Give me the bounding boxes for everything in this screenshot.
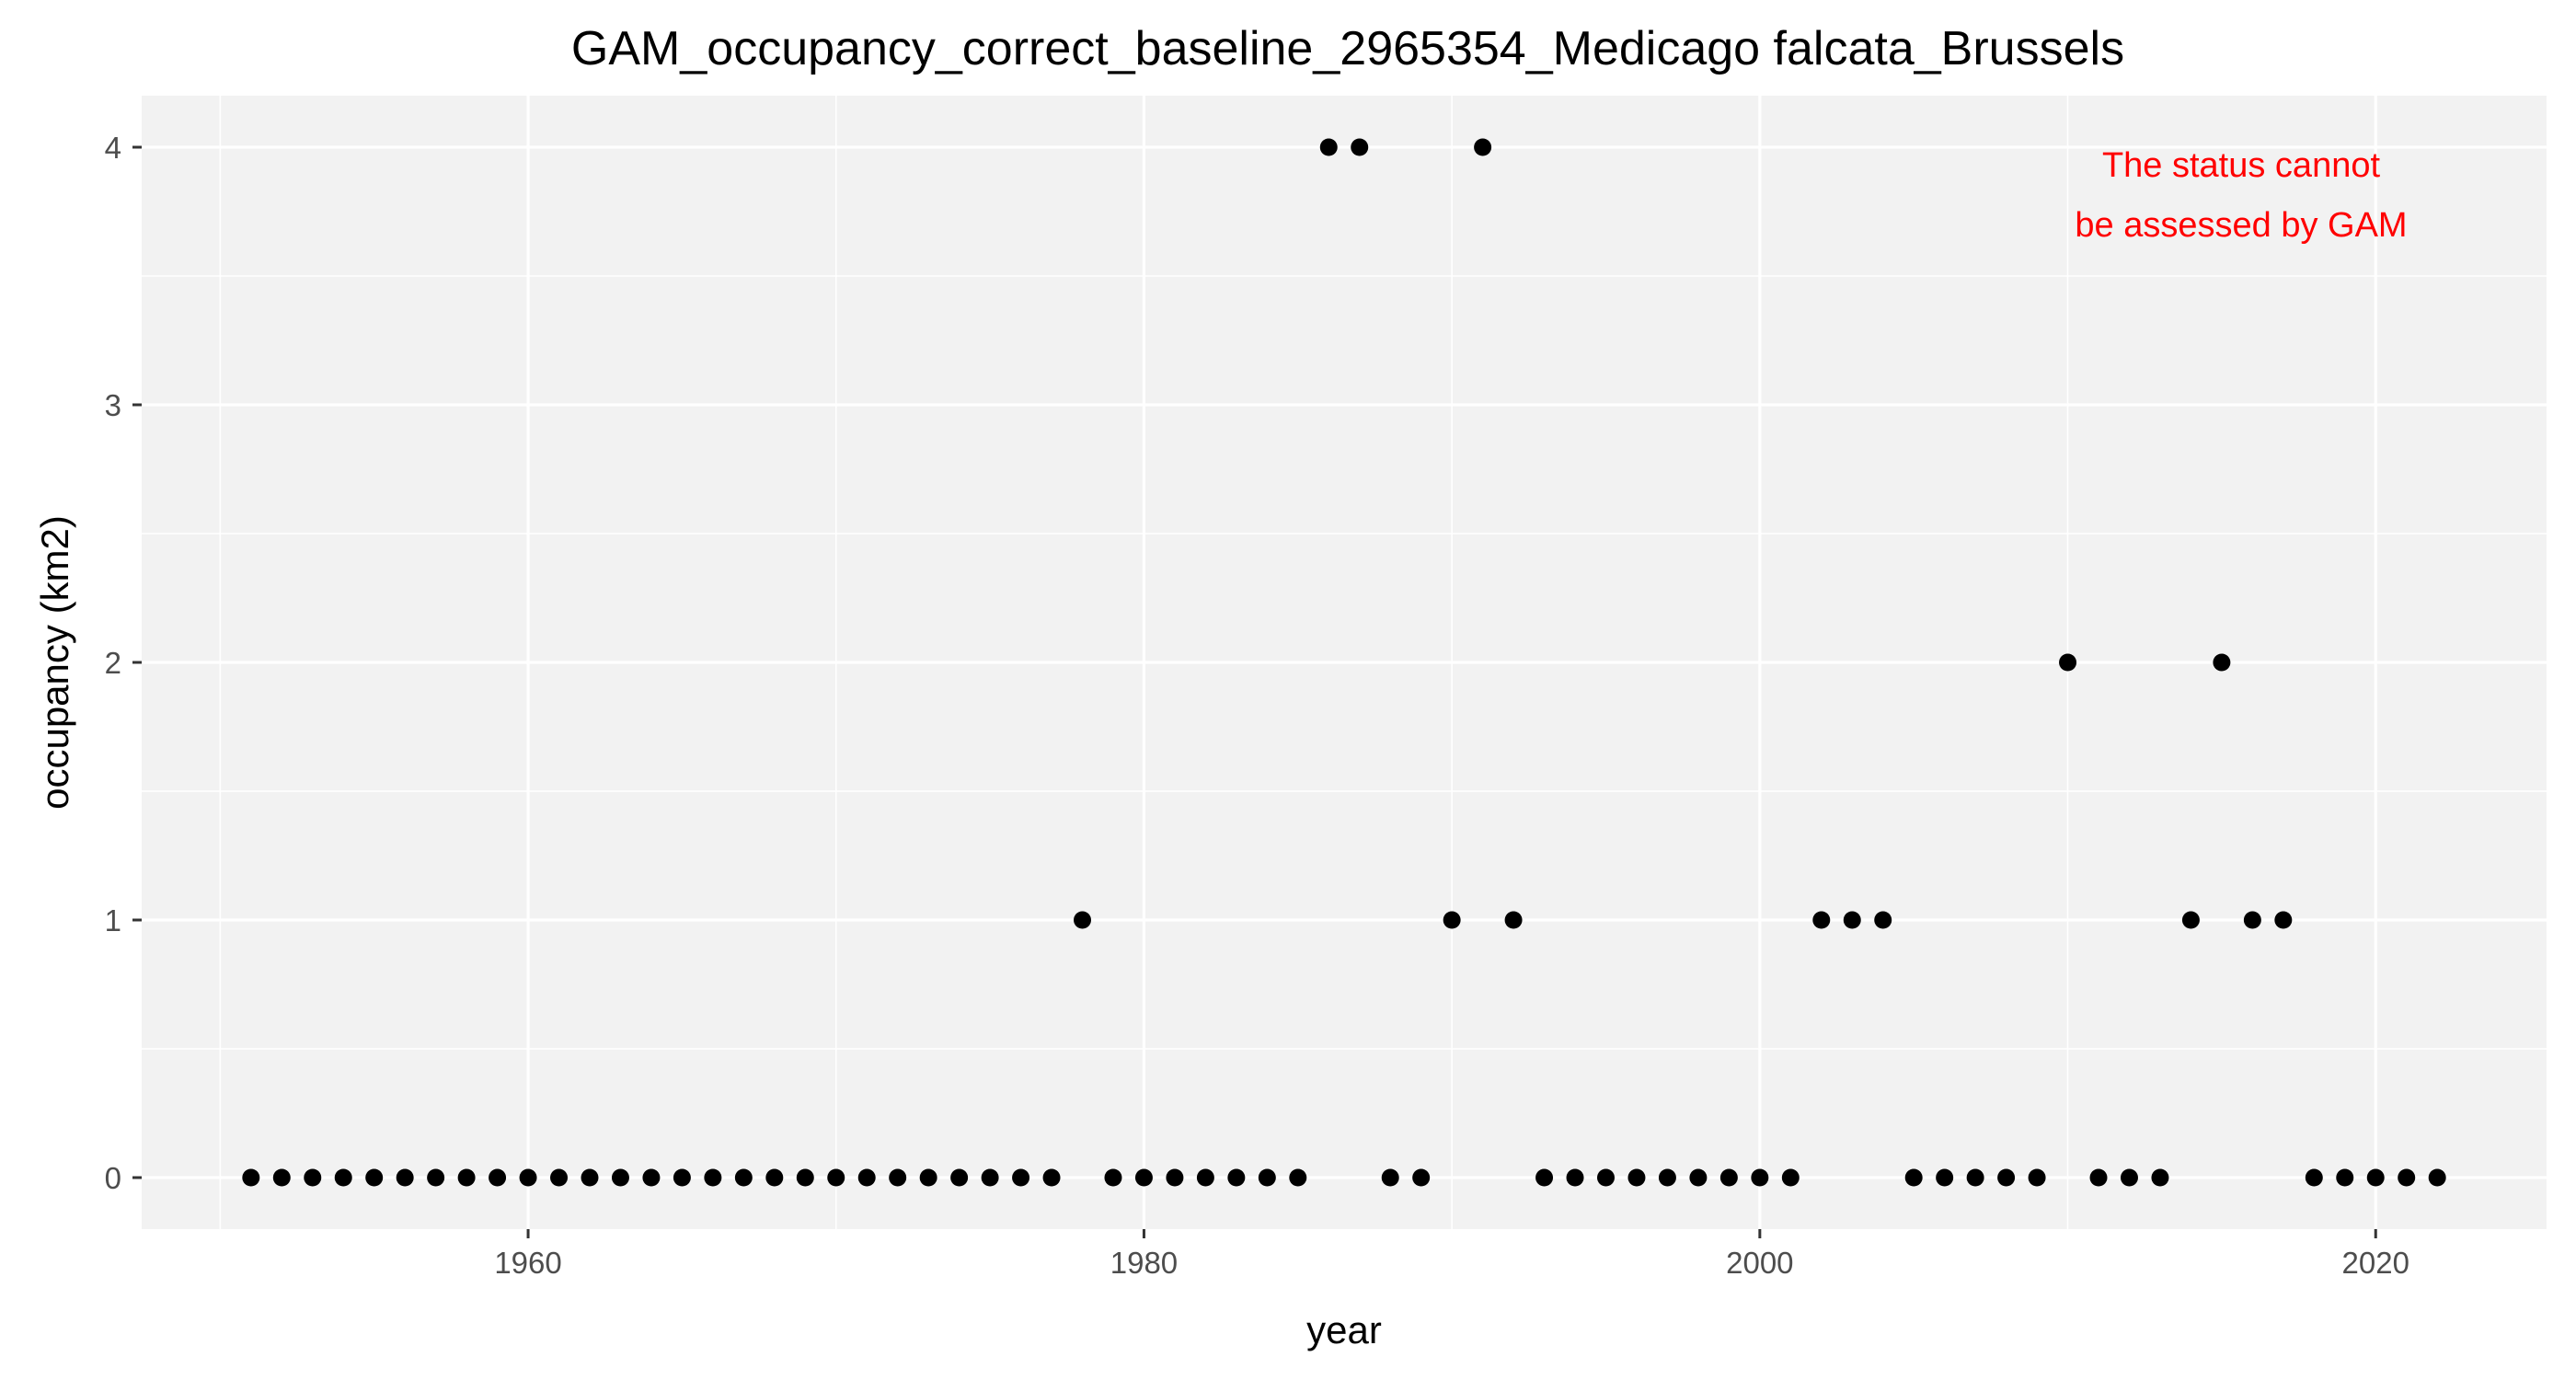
- data-point: [272, 1168, 291, 1187]
- x-tick-label: 1960: [494, 1246, 561, 1280]
- data-point: [1504, 911, 1523, 929]
- data-point: [581, 1168, 599, 1187]
- y-tick-label: 1: [105, 903, 121, 937]
- annotation-line-2: be assessed by GAM: [2075, 206, 2407, 245]
- grid-major: [142, 96, 2547, 1229]
- data-point: [242, 1168, 260, 1187]
- x-axis: 1960 1980 2000 2020: [494, 1229, 2409, 1280]
- data-point: [704, 1168, 722, 1187]
- data-point: [1936, 1168, 1954, 1187]
- x-tick-label: 2000: [1726, 1246, 1793, 1280]
- data-point: [1874, 911, 1892, 929]
- data-point: [889, 1168, 907, 1187]
- data-point: [457, 1168, 476, 1187]
- data-point: [1966, 1168, 1984, 1187]
- data-point: [1104, 1168, 1122, 1187]
- data-point: [1781, 1168, 1800, 1187]
- y-tick-label: 4: [105, 131, 121, 165]
- data-point: [1596, 1168, 1615, 1187]
- data-point: [2120, 1168, 2138, 1187]
- data-point: [2213, 653, 2231, 672]
- data-point: [2305, 1168, 2323, 1187]
- data-point: [2089, 1168, 2108, 1187]
- data-point: [2398, 1168, 2416, 1187]
- data-point: [1689, 1168, 1708, 1187]
- data-point: [1474, 138, 1492, 156]
- data-point: [365, 1168, 384, 1187]
- x-tick-label: 1980: [1110, 1246, 1178, 1280]
- data-point: [857, 1168, 876, 1187]
- data-point: [950, 1168, 969, 1187]
- data-point: [1258, 1168, 1276, 1187]
- data-point: [1042, 1168, 1061, 1187]
- data-point: [1719, 1168, 1738, 1187]
- annotation-line-1: The status cannot: [2102, 146, 2381, 185]
- data-point: [2428, 1168, 2446, 1187]
- data-point: [2151, 1168, 2169, 1187]
- data-point: [1535, 1168, 1554, 1187]
- data-point: [1812, 911, 1831, 929]
- data-point: [827, 1168, 845, 1187]
- data-point: [1289, 1168, 1307, 1187]
- data-point: [1319, 138, 1338, 156]
- data-point: [519, 1168, 537, 1187]
- y-tick-label: 2: [105, 646, 121, 680]
- y-tick-label: 3: [105, 388, 121, 422]
- data-point: [2181, 911, 2200, 929]
- data-point: [1904, 1168, 1923, 1187]
- data-point: [1381, 1168, 1399, 1187]
- data-point: [1166, 1168, 1184, 1187]
- data-point: [334, 1168, 352, 1187]
- data-point: [396, 1168, 414, 1187]
- status-annotation: The status cannot be assessed by GAM: [2075, 146, 2407, 245]
- data-point: [1751, 1168, 1769, 1187]
- data-point: [1227, 1168, 1246, 1187]
- data-point: [2274, 911, 2293, 929]
- data-point: [611, 1168, 629, 1187]
- chart-title: GAM_occupancy_correct_baseline_2965354_M…: [571, 22, 2124, 75]
- data-point: [2336, 1168, 2354, 1187]
- y-axis: 0 1 2 3 4: [105, 131, 142, 1195]
- data-point: [1443, 911, 1461, 929]
- data-point: [1627, 1168, 1646, 1187]
- data-point: [765, 1168, 784, 1187]
- data-point: [919, 1168, 937, 1187]
- y-axis-title: occupancy (km2): [33, 515, 76, 810]
- data-point: [981, 1168, 999, 1187]
- data-point: [550, 1168, 569, 1187]
- data-point: [642, 1168, 661, 1187]
- data-point: [1997, 1168, 2016, 1187]
- data-point: [2028, 1168, 2046, 1187]
- data-point: [796, 1168, 814, 1187]
- data-point: [1412, 1168, 1431, 1187]
- data-point: [2059, 653, 2077, 672]
- data-point: [1658, 1168, 1676, 1187]
- data-point: [1012, 1168, 1030, 1187]
- data-point: [1074, 911, 1092, 929]
- data-point: [2366, 1168, 2385, 1187]
- data-point: [1351, 138, 1369, 156]
- data-point: [2243, 911, 2261, 929]
- data-point: [304, 1168, 322, 1187]
- data-point: [489, 1168, 507, 1187]
- data-point: [734, 1168, 753, 1187]
- x-axis-title: year: [1306, 1308, 1382, 1351]
- y-tick-label: 0: [105, 1161, 121, 1195]
- data-point: [1843, 911, 1861, 929]
- data-point: [1134, 1168, 1153, 1187]
- data-points: [242, 138, 2446, 1187]
- data-point: [427, 1168, 445, 1187]
- x-tick-label: 2020: [2342, 1246, 2409, 1280]
- data-point: [673, 1168, 691, 1187]
- data-point: [1566, 1168, 1584, 1187]
- data-point: [1196, 1168, 1214, 1187]
